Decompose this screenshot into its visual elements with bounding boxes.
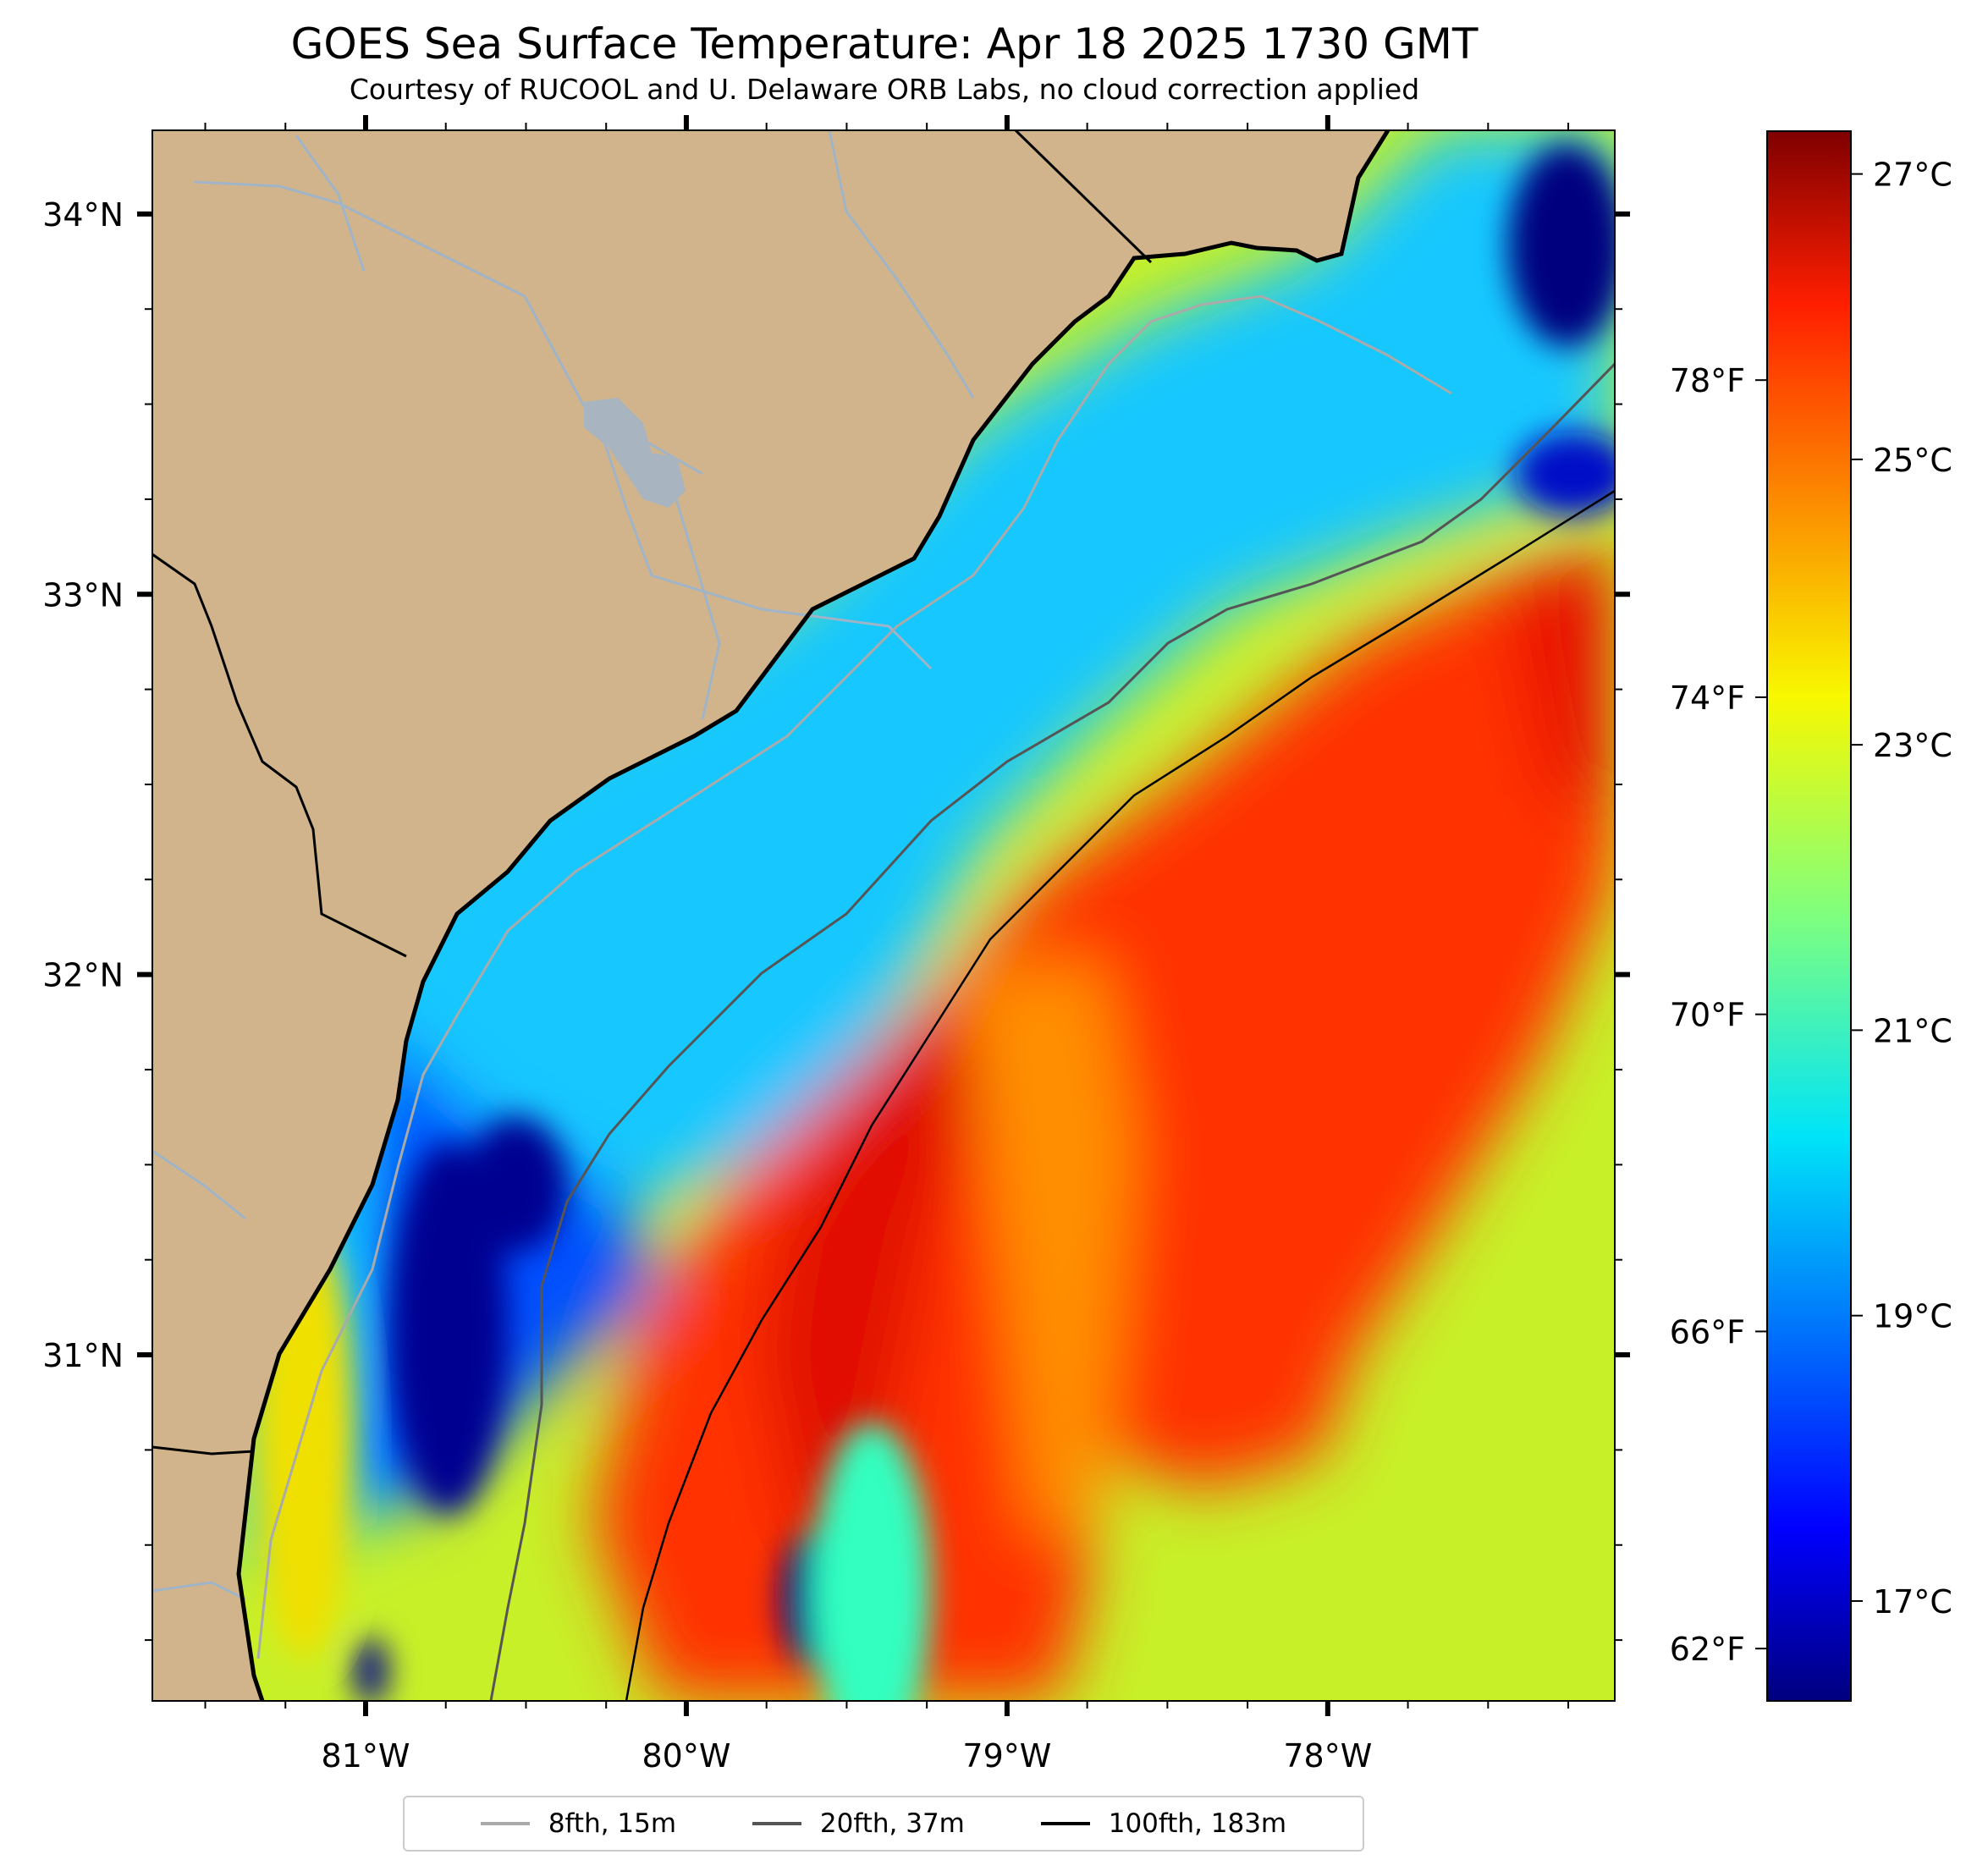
cold-south-patch-2 (465, 1117, 567, 1252)
warm-eddy-east (1506, 542, 1615, 812)
cold-ne-patch (1508, 144, 1615, 347)
cold-ne-patch-2 (1515, 432, 1615, 516)
cold-south-patch (389, 1142, 508, 1515)
cool-gap (812, 1422, 931, 1701)
isobath-100fth (625, 489, 1615, 1701)
legend-label: 20fth, 37m (819, 1808, 965, 1839)
chart-subtitle: Courtesy of RUCOOL and U. Delaware ORB L… (349, 73, 1420, 106)
map-ticks: 34°N 33°N 32°N 31°N 81°W 80°W 79°W 78°W (42, 115, 1630, 1775)
isobath-20fth (489, 362, 1615, 1701)
map-frame (151, 129, 1616, 1702)
lat-label: 31°N (42, 1337, 124, 1374)
coastline (236, 130, 1390, 1701)
state-border-sc-ga (152, 553, 407, 958)
cold-patch-bottom-left (354, 1637, 388, 1701)
fahrenheit-label: 62°F (1670, 1631, 1745, 1668)
state-border-nc-sc (1014, 130, 1153, 264)
lat-label: 34°N (42, 196, 124, 234)
hot-core (762, 999, 982, 1608)
colorbar (1766, 130, 1852, 1702)
celsius-label: 25°C (1873, 442, 1952, 479)
lake-marion (584, 398, 686, 508)
river-2 (591, 405, 933, 670)
fahrenheit-label: 66°F (1670, 1313, 1745, 1351)
lat-label: 32°N (42, 957, 124, 994)
legend-line-swatch (480, 1822, 530, 1825)
river-3 (295, 135, 366, 272)
lat-label: 33°N (42, 576, 124, 614)
mixed-filament (965, 956, 1134, 1540)
isobath-8fth (256, 294, 1452, 1659)
fahrenheit-label: 74°F (1670, 680, 1745, 717)
legend-line-swatch (752, 1822, 801, 1825)
river-6 (152, 1149, 246, 1220)
celsius-label: 17°C (1873, 1583, 1952, 1621)
celsius-label: 21°C (1873, 1012, 1952, 1049)
legend-item: 100fth, 183m (1040, 1808, 1287, 1839)
land-area (152, 130, 1388, 1701)
colorbar-ticks: 27°C 25°C 23°C 21°C 19°C 17°C 78°F 74°F 70°F 66°F… (1670, 157, 1952, 1669)
state-border-ga-fl (152, 1445, 255, 1456)
chart-title: GOES Sea Surface Temperature: Apr 18 202… (290, 19, 1479, 69)
lon-label: 80°W (642, 1737, 730, 1775)
celsius-label: 27°C (1873, 157, 1952, 194)
lon-label: 78°W (1283, 1737, 1372, 1775)
legend-label: 8fth, 15m (548, 1808, 677, 1839)
fahrenheit-label: 78°F (1670, 362, 1745, 399)
legend-label: 100fth, 183m (1108, 1808, 1287, 1839)
legend-line-swatch (1040, 1822, 1090, 1825)
celsius-label: 19°C (1873, 1298, 1952, 1335)
legend-item: 8fth, 15m (480, 1808, 677, 1839)
river-7 (152, 1581, 246, 1601)
lon-label: 81°W (322, 1737, 410, 1775)
river-5 (667, 473, 721, 720)
fahrenheit-label: 70°F (1670, 997, 1745, 1034)
legend-item: 20fth, 37m (752, 1808, 965, 1839)
isobath-legend: 8fth, 15m 20fth, 37m 100fth, 183m (403, 1796, 1364, 1852)
celsius-label: 23°C (1873, 727, 1952, 764)
river-4 (828, 130, 975, 399)
lon-label: 79°W (962, 1737, 1051, 1775)
